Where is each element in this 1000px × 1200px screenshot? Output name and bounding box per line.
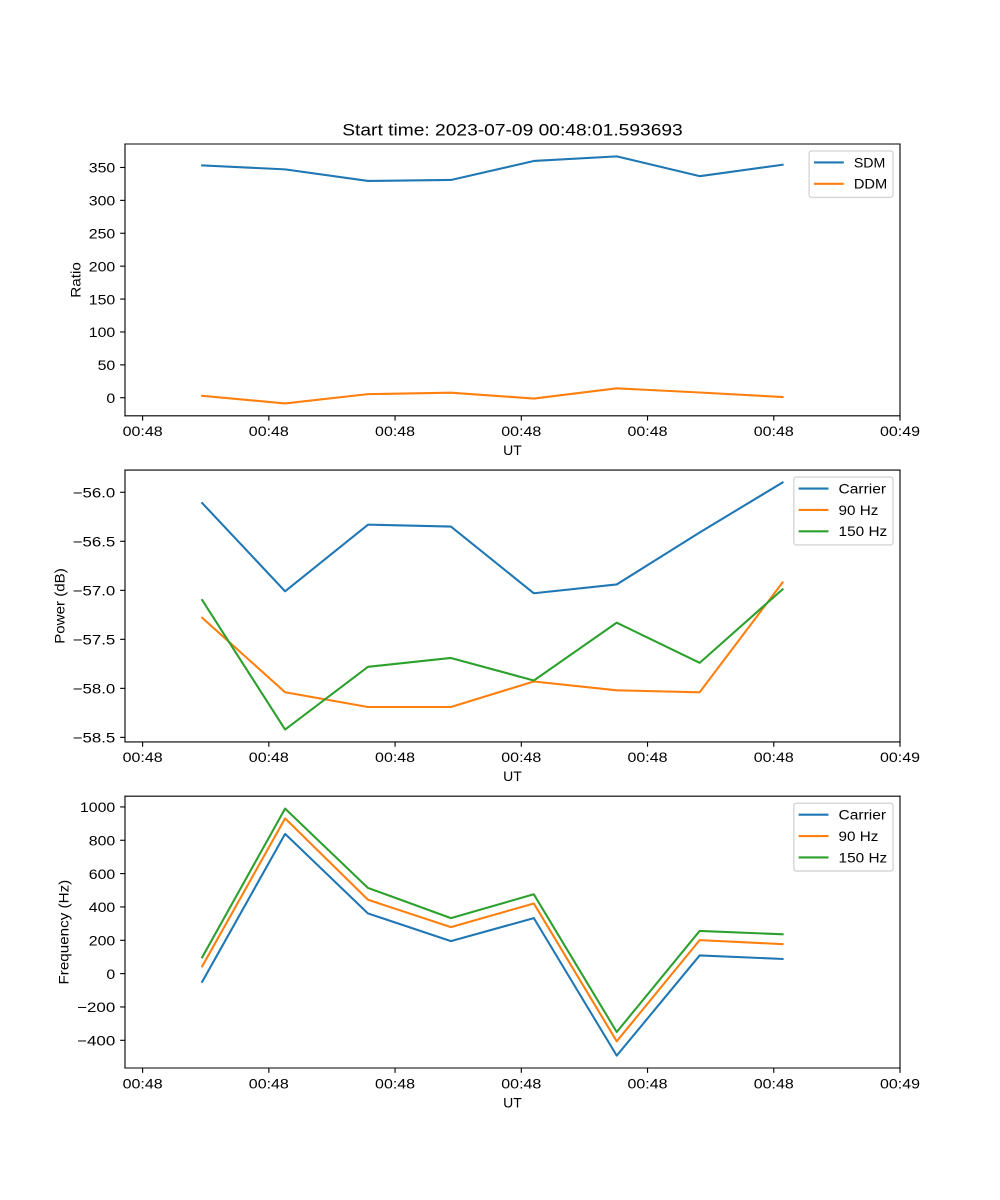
svg-text:600: 600 [89,866,116,882]
svg-text:00:48: 00:48 [754,423,794,439]
svg-text:−57.0: −57.0 [73,583,116,599]
svg-text:00:48: 00:48 [628,749,668,765]
svg-text:−400: −400 [77,1033,115,1049]
svg-text:200: 200 [89,258,116,274]
svg-text:300: 300 [89,193,116,209]
svg-text:Carrier: Carrier [839,480,887,496]
svg-text:00:48: 00:48 [249,423,289,439]
svg-text:150: 150 [89,291,116,307]
svg-text:00:48: 00:48 [375,1075,415,1091]
svg-text:Power (dB): Power (dB) [51,568,67,644]
svg-text:−58.0: −58.0 [73,681,116,697]
svg-text:Carrier: Carrier [839,807,887,823]
svg-text:−58.5: −58.5 [73,730,116,746]
svg-text:DDM: DDM [854,176,887,192]
svg-text:−57.5: −57.5 [73,632,116,648]
svg-text:00:48: 00:48 [123,423,163,439]
svg-text:UT: UT [503,768,522,784]
svg-text:00:49: 00:49 [880,749,920,765]
svg-text:Start time: 2023-07-09 00:48:0: Start time: 2023-07-09 00:48:01.593693 [342,121,683,140]
svg-text:0: 0 [106,966,115,982]
svg-text:1000: 1000 [80,799,116,815]
svg-text:Ratio: Ratio [67,262,83,298]
svg-text:−56.0: −56.0 [73,485,116,501]
svg-text:400: 400 [89,899,116,915]
svg-text:Frequency (Hz): Frequency (Hz) [56,880,72,985]
svg-text:100: 100 [89,324,116,340]
svg-text:00:48: 00:48 [249,1075,289,1091]
svg-text:250: 250 [89,226,116,242]
svg-text:50: 50 [98,357,116,373]
svg-text:00:49: 00:49 [880,423,920,439]
svg-text:00:48: 00:48 [754,749,794,765]
svg-text:00:48: 00:48 [123,749,163,765]
svg-text:90 Hz: 90 Hz [839,502,879,518]
svg-text:00:48: 00:48 [628,423,668,439]
svg-text:00:48: 00:48 [375,423,415,439]
svg-text:00:48: 00:48 [501,749,541,765]
svg-text:00:49: 00:49 [880,1075,920,1091]
svg-text:350: 350 [89,160,116,176]
svg-text:0: 0 [106,390,115,406]
svg-text:UT: UT [503,1094,522,1110]
svg-text:00:48: 00:48 [754,1075,794,1091]
svg-text:150 Hz: 150 Hz [839,523,888,539]
svg-text:00:48: 00:48 [628,1075,668,1091]
svg-text:00:48: 00:48 [501,423,541,439]
svg-text:90 Hz: 90 Hz [839,828,879,844]
svg-text:−56.5: −56.5 [73,534,116,550]
svg-text:00:48: 00:48 [249,749,289,765]
svg-text:−200: −200 [77,999,115,1015]
svg-text:800: 800 [89,833,116,849]
svg-text:UT: UT [503,442,522,458]
svg-text:00:48: 00:48 [501,1075,541,1091]
svg-text:200: 200 [89,933,116,949]
svg-text:00:48: 00:48 [375,749,415,765]
svg-text:00:48: 00:48 [123,1075,163,1091]
svg-text:150 Hz: 150 Hz [839,849,888,865]
svg-text:SDM: SDM [854,154,886,170]
